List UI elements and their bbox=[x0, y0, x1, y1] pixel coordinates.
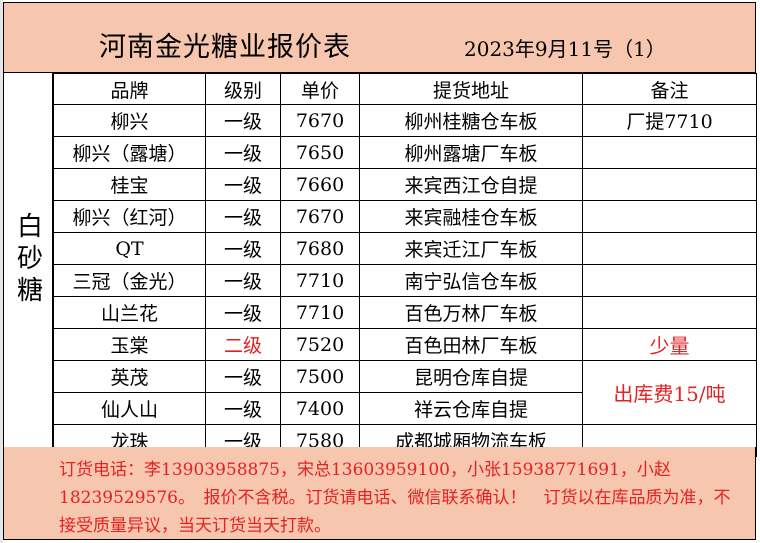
price-cell: 7650 bbox=[280, 136, 360, 169]
grade-cell: 一级 bbox=[205, 136, 281, 169]
table-row: 桂宝 一级 7660 来宾西江仓自提 bbox=[53, 168, 757, 201]
table-row: QT 一级 7680 来宾迁江厂车板 bbox=[53, 232, 757, 265]
grade-cell: 一级 bbox=[205, 296, 281, 329]
quote-date: 2023年9月11号（1） bbox=[464, 37, 666, 61]
column-header-grade: 级别 bbox=[205, 73, 281, 105]
brand-cell: 山兰花 bbox=[53, 296, 206, 329]
grade-cell: 一级 bbox=[205, 392, 281, 425]
price-table-wrap: 品牌 级别 单价 提货地址 备注 柳兴 一级 7670 柳州桂糖仓车板 厂提77… bbox=[53, 73, 757, 457]
address-cell: 昆明仓库自提 bbox=[359, 360, 583, 393]
address-cell: 南宁弘信仓车板 bbox=[359, 264, 583, 297]
address-cell: 柳州桂糖仓车板 bbox=[359, 104, 583, 137]
table-row: 山兰花 一级 7710 百色万林厂车板 bbox=[53, 296, 757, 329]
address-cell: 来宾融桂仓车板 bbox=[359, 200, 583, 233]
note-cell-merged: 出库费15/吨 bbox=[582, 360, 757, 425]
column-header-price: 单价 bbox=[280, 73, 360, 105]
brand-cell: 英茂 bbox=[53, 360, 206, 393]
table-header-row: 品牌 级别 单价 提货地址 备注 bbox=[53, 73, 757, 105]
brand-cell: 柳兴（红河） bbox=[53, 200, 206, 233]
note-cell bbox=[582, 200, 757, 233]
brand-cell: 柳兴 bbox=[53, 104, 206, 137]
note-cell bbox=[582, 296, 757, 329]
brand-cell: 玉棠 bbox=[53, 328, 206, 361]
table-row: 柳兴（红河） 一级 7670 来宾融桂仓车板 bbox=[53, 200, 757, 233]
brand-cell: QT bbox=[53, 232, 206, 265]
grade-cell: 一级 bbox=[205, 232, 281, 265]
price-cell: 7520 bbox=[280, 328, 360, 361]
note-cell bbox=[582, 136, 757, 169]
price-cell: 7670 bbox=[280, 200, 360, 233]
address-cell: 祥云仓库自提 bbox=[359, 392, 583, 425]
brand-cell: 桂宝 bbox=[53, 168, 206, 201]
grade-cell: 一级 bbox=[205, 264, 281, 297]
price-table: 品牌 级别 单价 提货地址 备注 柳兴 一级 7670 柳州桂糖仓车板 厂提77… bbox=[53, 73, 757, 457]
grade-cell-highlight: 二级 bbox=[205, 328, 281, 361]
grade-cell: 一级 bbox=[205, 200, 281, 233]
price-cell: 7670 bbox=[280, 104, 360, 137]
note-cell-highlight: 少量 bbox=[582, 328, 757, 361]
table-row: 仙人山 一级 7400 祥云仓库自提 bbox=[53, 392, 757, 425]
address-cell: 百色万林厂车板 bbox=[359, 296, 583, 329]
address-cell: 来宾迁江厂车板 bbox=[359, 232, 583, 265]
brand-cell: 仙人山 bbox=[53, 392, 206, 425]
price-cell: 7400 bbox=[280, 392, 360, 425]
column-header-brand: 品牌 bbox=[53, 73, 206, 105]
table-row: 柳兴 一级 7670 柳州桂糖仓车板 厂提7710 bbox=[53, 104, 757, 137]
price-cell: 7680 bbox=[280, 232, 360, 265]
page-title: 河南金光糖业报价表 bbox=[99, 32, 351, 63]
table-row: 三冠（金光） 一级 7710 南宁弘信仓车板 bbox=[53, 264, 757, 297]
price-cell: 7710 bbox=[280, 296, 360, 329]
column-header-note: 备注 bbox=[582, 73, 757, 105]
table-row: 英茂 一级 7500 昆明仓库自提 出库费15/吨 bbox=[53, 360, 757, 425]
category-cell: 白砂糖 bbox=[3, 73, 53, 447]
sheet-header: 河南金光糖业报价表 2023年9月11号（1） bbox=[3, 2, 756, 73]
grade-cell: 一级 bbox=[205, 168, 281, 201]
table-row: 玉棠 二级 7520 百色田林厂车板 少量 bbox=[53, 328, 757, 361]
grade-cell: 一级 bbox=[205, 104, 281, 137]
brand-cell: 三冠（金光） bbox=[53, 264, 206, 297]
note-cell bbox=[582, 264, 757, 297]
order-notice: 订货电话：李13903958875，宋总13603959100，小张159387… bbox=[3, 447, 756, 540]
price-cell: 7660 bbox=[280, 168, 360, 201]
grade-cell: 一级 bbox=[205, 360, 281, 393]
address-cell: 柳州露塘厂车板 bbox=[359, 136, 583, 169]
brand-cell: 柳兴（露塘） bbox=[53, 136, 206, 169]
price-cell: 7500 bbox=[280, 360, 360, 393]
price-cell: 7710 bbox=[280, 264, 360, 297]
note-cell: 厂提7710 bbox=[582, 104, 757, 137]
table-row: 柳兴（露塘） 一级 7650 柳州露塘厂车板 bbox=[53, 136, 757, 169]
category-label: 白砂糖 bbox=[12, 212, 43, 308]
column-header-address: 提货地址 bbox=[359, 73, 583, 105]
note-cell bbox=[582, 232, 757, 265]
address-cell: 来宾西江仓自提 bbox=[359, 168, 583, 201]
note-cell bbox=[582, 168, 757, 201]
address-cell: 百色田林厂车板 bbox=[359, 328, 583, 361]
left-gutter bbox=[0, 0, 3, 543]
